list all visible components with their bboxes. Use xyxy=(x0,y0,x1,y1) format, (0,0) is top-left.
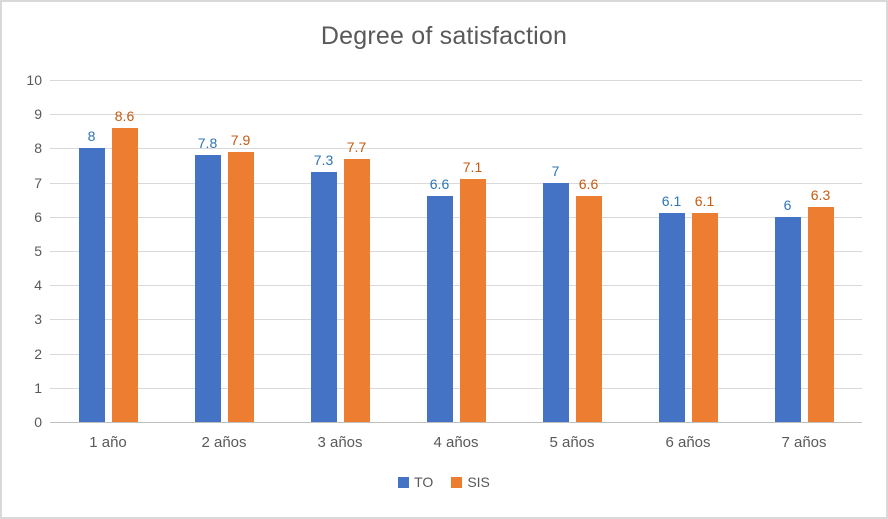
x-category-label-4: 4 años xyxy=(433,434,479,451)
gridline-6 xyxy=(50,216,862,218)
bar-col-to-2: 7.8 xyxy=(194,80,221,422)
data-label-sis-1: 8.6 xyxy=(114,107,135,124)
y-tick-label-7: 7 xyxy=(34,174,42,191)
y-tick-label-5: 5 xyxy=(34,243,42,259)
gridline-2 xyxy=(50,353,862,355)
data-label-sis-3: 7.7 xyxy=(346,138,367,155)
legend-item-sis: SIS xyxy=(451,474,490,490)
bar-sis-4 xyxy=(459,179,486,422)
bar-col-sis-6: 6.1 xyxy=(691,80,718,422)
x-category-label-1: 1 año xyxy=(89,434,127,451)
bar-col-to-4: 6.6 xyxy=(426,80,453,422)
gridline-5 xyxy=(50,251,862,252)
gridline-0 xyxy=(50,422,862,423)
gridline-3 xyxy=(50,319,862,321)
data-label-sis-4: 7.1 xyxy=(462,159,483,176)
bar-col-sis-7: 6.3 xyxy=(807,80,834,422)
x-axis-labels: 1 año 2 años 3 años 4 años 5 años 6 años 7 año… xyxy=(50,434,862,451)
bar-group-4: 6.6 7.1 xyxy=(398,80,514,422)
bar-group-6: 6.1 6.1 xyxy=(630,80,746,422)
y-tick-label-2: 2 xyxy=(34,345,42,362)
bar-to-6 xyxy=(658,213,685,422)
data-label-to-3: 7.3 xyxy=(313,152,334,169)
legend: TO SIS xyxy=(2,474,886,490)
data-label-sis-7: 6.3 xyxy=(810,186,831,203)
legend-label-sis: SIS xyxy=(467,474,490,490)
legend-item-to: TO xyxy=(398,474,433,490)
bar-col-sis-3: 7.7 xyxy=(343,80,370,422)
bar-col-to-1: 8 xyxy=(78,80,105,422)
bar-col-to-3: 7.3 xyxy=(310,80,337,422)
bar-sis-3 xyxy=(343,158,370,422)
bar-col-sis-4: 7.1 xyxy=(459,80,486,422)
gridline-1 xyxy=(50,387,862,389)
y-tick-label-6: 6 xyxy=(34,208,42,225)
bar-group-3: 7.3 7.7 xyxy=(282,80,398,422)
y-tick-label-0: 0 xyxy=(34,414,42,430)
bar-group-7: 6 6.3 xyxy=(746,80,862,422)
plot-area: 0 1 2 3 4 5 6 7 8 9 10 8 8.6 7.8 7.9 7.3 7.7 6.6 7.1 7 6.6 6… xyxy=(26,73,862,451)
x-category-label-2: 2 años xyxy=(201,434,247,451)
bar-to-4 xyxy=(426,196,453,422)
bar-group-5: 7 6.6 xyxy=(514,80,630,422)
bar-group-1: 8 8.6 xyxy=(50,80,166,422)
data-label-sis-6: 6.1 xyxy=(694,193,715,210)
bar-sis-2 xyxy=(227,151,254,422)
bar-to-1 xyxy=(78,148,105,422)
bar-sis-1 xyxy=(111,127,138,422)
data-label-sis-5: 6.6 xyxy=(578,176,599,193)
x-category-label-3: 3 años xyxy=(317,434,363,451)
gridline-7 xyxy=(50,182,862,184)
gridline-8 xyxy=(50,148,862,150)
data-label-to-5: 7 xyxy=(551,162,560,179)
y-tick-label-10: 10 xyxy=(26,72,42,88)
bar-col-sis-1: 8.6 xyxy=(111,80,138,422)
bar-to-2 xyxy=(194,155,221,422)
data-label-to-2: 7.8 xyxy=(197,135,218,152)
bar-group-2: 7.8 7.9 xyxy=(166,80,282,422)
y-tick-label-1: 1 xyxy=(34,379,42,396)
bar-to-5 xyxy=(542,182,569,422)
bar-to-3 xyxy=(310,172,337,422)
data-label-to-7: 6 xyxy=(783,196,792,213)
gridline-10 xyxy=(50,80,862,81)
bar-sis-5 xyxy=(575,196,602,422)
bar-col-to-5: 7 xyxy=(542,80,569,422)
data-label-sis-2: 7.9 xyxy=(230,131,251,148)
gridline-4 xyxy=(50,285,862,287)
x-category-label-7: 7 años xyxy=(781,434,827,451)
bar-col-to-6: 6.1 xyxy=(658,80,685,422)
y-tick-label-9: 9 xyxy=(34,106,42,123)
legend-label-to: TO xyxy=(414,474,434,490)
x-category-label-6: 6 años xyxy=(665,434,711,451)
data-label-to-4: 6.6 xyxy=(429,176,450,193)
bar-col-to-7: 6 xyxy=(774,80,801,422)
bar-sis-7 xyxy=(807,206,834,422)
bar-col-sis-2: 7.9 xyxy=(227,80,254,422)
y-tick-label-8: 8 xyxy=(34,140,42,157)
bar-groups: 8 8.6 7.8 7.9 7.3 7.7 6.6 7.1 7 6.6 6.1 6.1 6 6.3 xyxy=(50,80,862,422)
data-label-to-1: 8 xyxy=(87,128,96,145)
bar-col-sis-5: 6.6 xyxy=(575,80,602,422)
x-category-label-5: 5 años xyxy=(549,434,595,451)
bar-to-7 xyxy=(774,216,801,422)
legend-swatch-sis xyxy=(451,476,463,488)
gridline-9 xyxy=(50,114,862,116)
bar-sis-6 xyxy=(691,213,718,422)
y-tick-label-3: 3 xyxy=(34,311,42,328)
chart-title: Degree of satisfaction xyxy=(320,22,568,50)
legend-swatch-to xyxy=(398,476,410,488)
data-label-to-6: 6.1 xyxy=(661,193,682,210)
y-tick-label-4: 4 xyxy=(34,277,42,294)
